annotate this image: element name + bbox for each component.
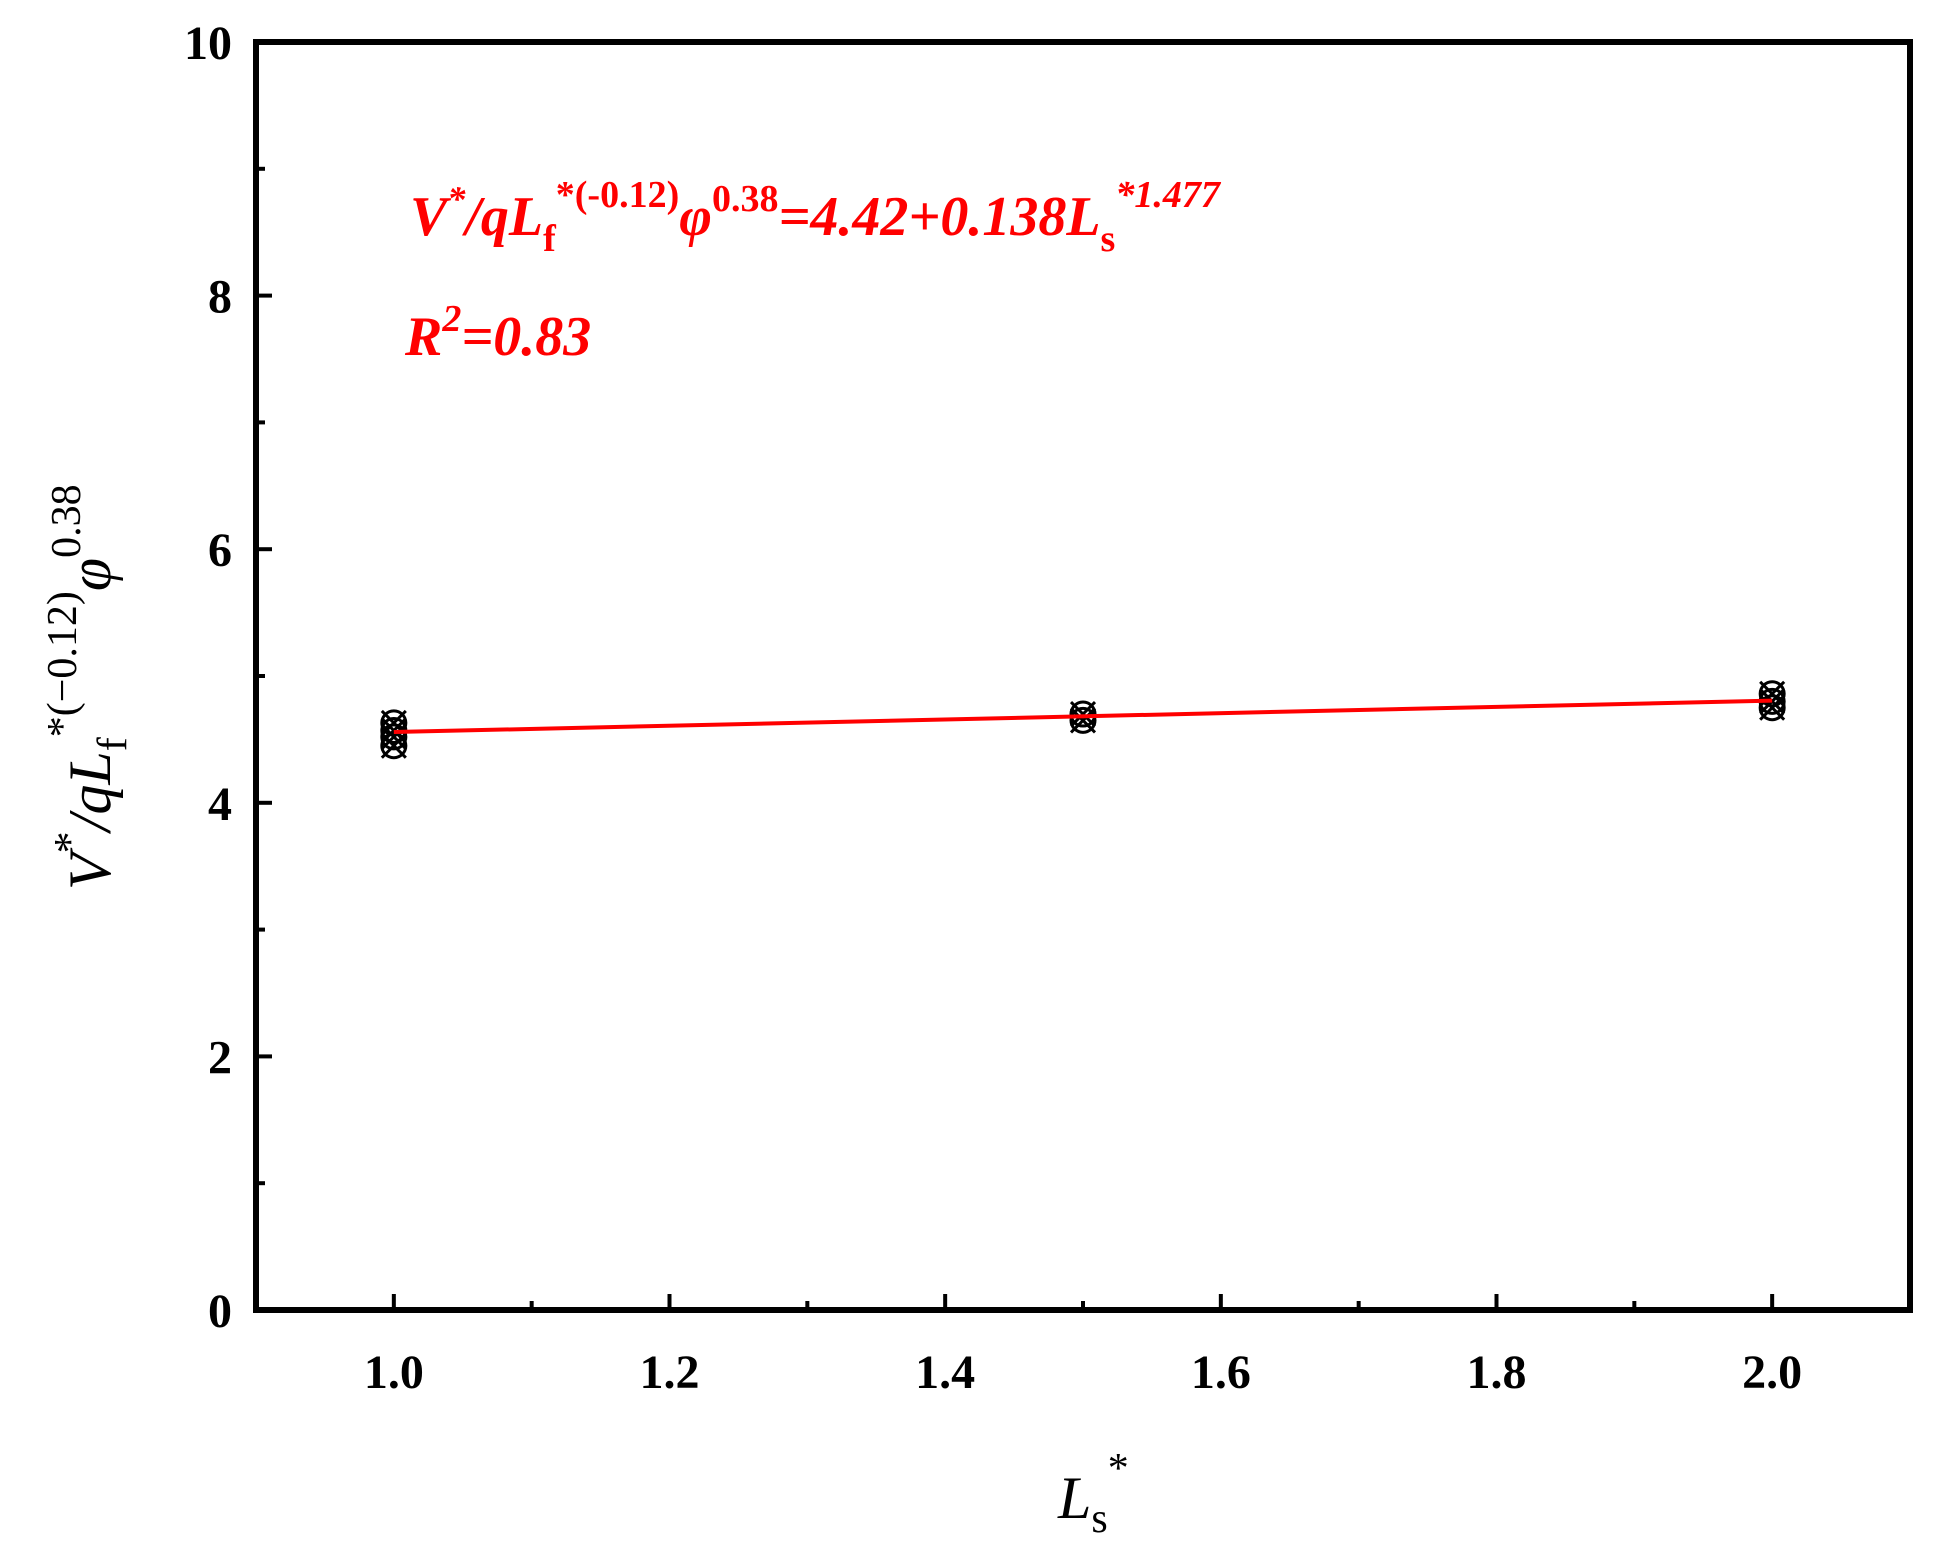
y-tick-label: 2	[208, 1031, 232, 1084]
x-tick-label: 1.6	[1191, 1346, 1251, 1399]
x-tick-label: 1.2	[640, 1346, 700, 1399]
y-tick-label: 0	[208, 1285, 232, 1338]
r2-annotation: R2=0.83	[404, 298, 591, 368]
axis-ticks	[256, 40, 1775, 1312]
x-tick-label: 2.0	[1742, 1346, 1802, 1399]
equation-annotation: V*/qLf*(-0.12)φ0.38=4.42+0.138Ls*1.477	[410, 174, 1222, 260]
data-point	[1758, 680, 1786, 708]
data-points	[380, 680, 1786, 760]
data-point	[1069, 706, 1097, 734]
tick-labels: 1.0 1.2 1.4 1.6 1.8 2.0 0 2 4 6 8 10	[184, 17, 1802, 1399]
fit-line	[393, 698, 1773, 735]
data-point	[1069, 700, 1097, 728]
x-tick-label: 1.4	[915, 1346, 975, 1399]
y-axis-title: V*/qLf*(−0.12)φ0.38	[40, 484, 136, 890]
y-tick-label: 10	[184, 17, 232, 70]
y-tick-label: 8	[208, 271, 232, 324]
y-tick-label: 4	[208, 778, 232, 831]
x-tick-label: 1.0	[364, 1346, 424, 1399]
x-tick-label: 1.8	[1467, 1346, 1527, 1399]
x-axis-title: Ls*	[1057, 1446, 1129, 1542]
y-tick-label: 6	[208, 524, 232, 577]
